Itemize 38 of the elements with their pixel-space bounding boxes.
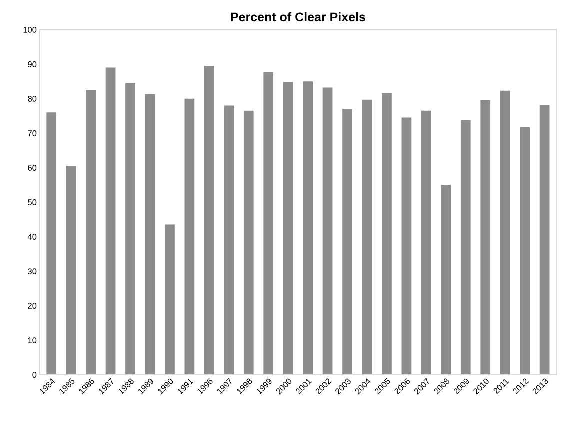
bar [46,112,57,375]
y-tick-label: 0 [32,372,37,378]
bar [204,66,214,375]
bar [322,88,333,375]
bar [86,90,96,375]
bar [402,118,412,375]
bar [422,110,432,375]
y-tick-label: 20 [28,303,37,309]
bar [66,166,76,375]
bar [362,100,372,375]
bar [441,185,452,375]
bar [224,106,234,375]
bar [500,90,510,375]
y-tick-label: 70 [28,130,37,136]
bar [342,109,352,375]
bar [264,72,274,375]
bar [244,110,254,375]
bar [520,127,530,375]
chart-title: Percent of Clear Pixels [231,12,366,22]
y-tick-label: 90 [28,62,37,68]
bar [382,93,392,375]
bar [145,94,156,375]
bar [303,82,313,375]
bar [184,98,195,375]
y-tick-label: 80 [28,96,37,102]
y-tick-label: 60 [28,165,37,171]
y-tick-label: 100 [24,27,37,33]
bar [480,100,491,375]
bar [540,105,550,375]
bar [165,224,175,375]
y-tick-label: 50 [28,200,37,206]
y-tick-label: 40 [28,234,37,240]
y-tick-label: 30 [28,268,37,274]
bar [283,82,294,375]
bar [460,120,471,375]
bar [126,83,136,375]
y-tick-label: 10 [28,338,37,344]
bar [106,68,116,375]
